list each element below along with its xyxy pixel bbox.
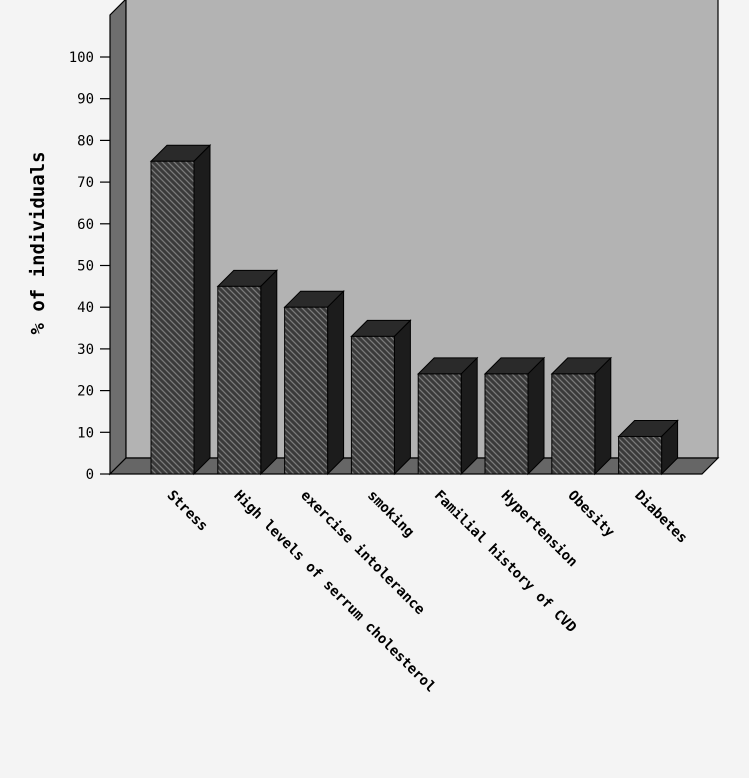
bar [416,356,479,476]
bar [216,269,279,476]
y-tick-label: 10 [77,425,94,441]
x-tick-label: Diabetes [631,488,690,547]
side-wall [109,0,127,476]
y-tick-label: 70 [77,175,94,191]
x-tick-label: exercise intolerance [297,488,428,619]
y-tick-label: 40 [77,300,94,316]
y-tick-label: 60 [77,217,94,233]
bar [483,356,546,476]
bar [149,144,212,476]
x-tick-label: Stress [164,488,211,535]
bar [617,419,679,476]
y-tick-label: 50 [77,259,94,275]
x-tick-label: smoking [364,488,417,541]
x-tick-label: Obesity [564,488,617,541]
y-axis-title: % of individuals [27,151,49,334]
x-tick-label: Familial history of CVD [431,488,579,636]
bar [283,289,345,476]
y-axis: 0 10 20 30 40 50 60 70 80 90 100 [69,50,110,483]
bar [350,319,412,476]
bar [550,356,613,476]
y-tick-label: 30 [77,342,94,358]
y-tick-label: 20 [77,384,94,400]
y-tick-label: 0 [86,467,94,483]
y-tick-label: 80 [77,133,94,149]
x-axis: Stress High levels of serrum cholesterole… [164,488,691,696]
y-tick-label: 100 [69,50,94,66]
y-tick-label: 90 [77,92,94,108]
bars [149,144,679,476]
